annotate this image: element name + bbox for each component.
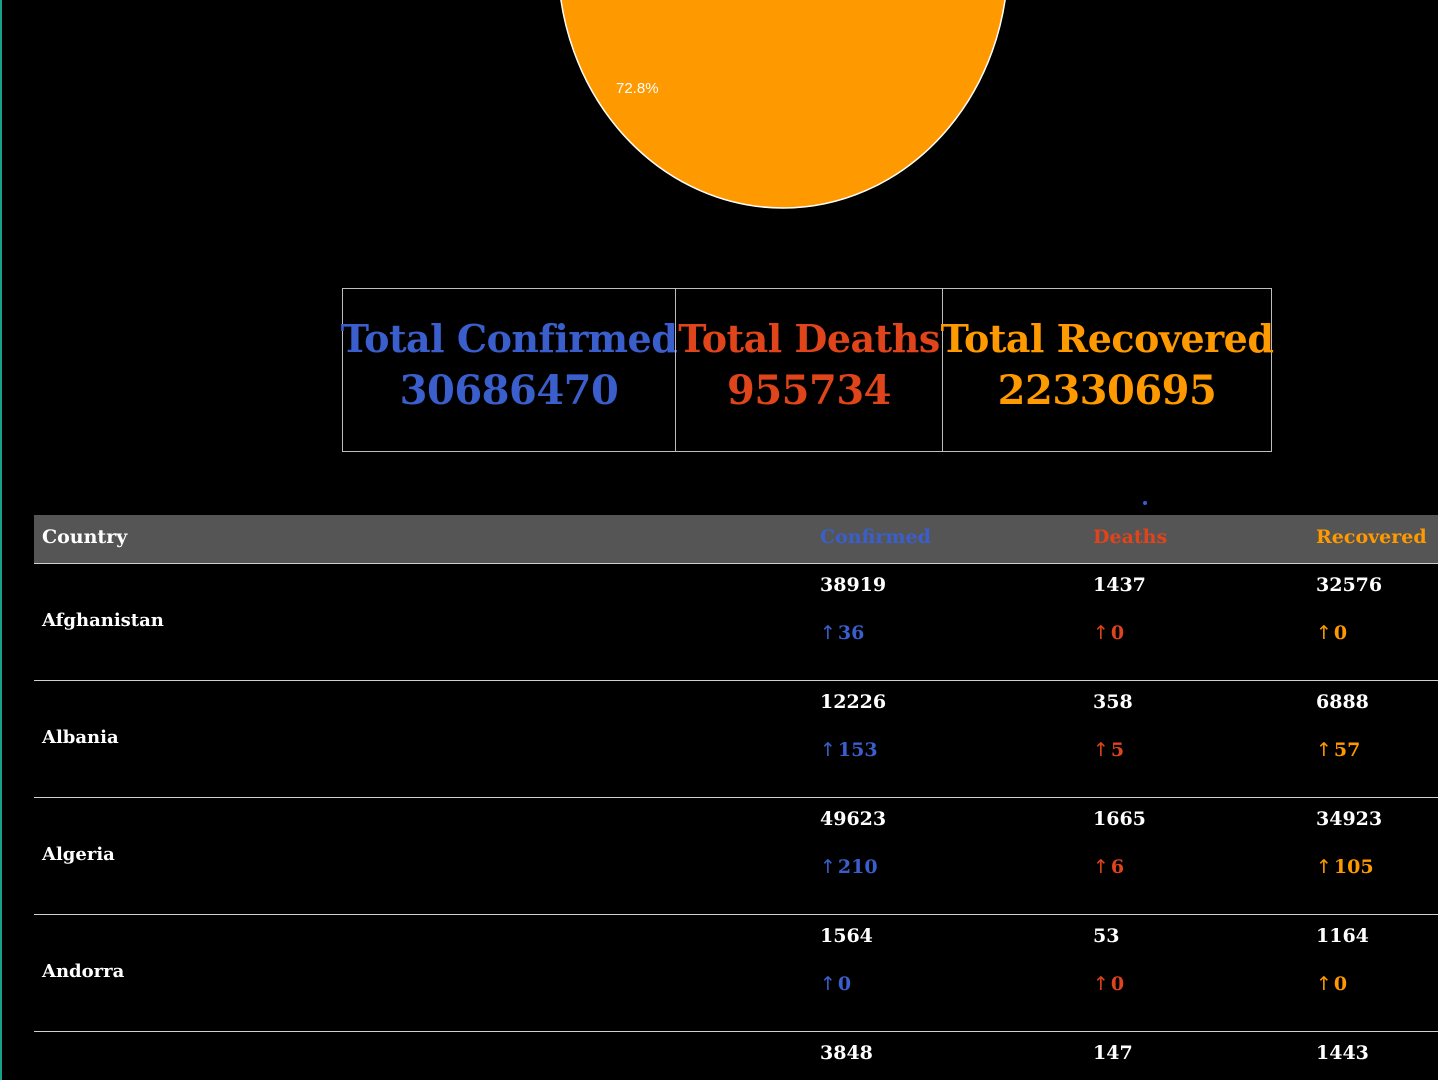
deaths-count: 358: [1093, 691, 1133, 713]
deaths-cell: 53 ↑ 0: [1093, 925, 1124, 1001]
recovered-delta: ↑ 0: [1316, 622, 1382, 650]
deaths-count: 1437: [1093, 574, 1146, 596]
confirmed-cell: 3848: [820, 1042, 873, 1070]
recovered-delta: ↑ 0: [1316, 973, 1369, 1001]
header-confirmed[interactable]: Confirmed: [820, 526, 931, 548]
pie-slice-label: 72.8%: [616, 80, 659, 97]
recovered-delta-value: 57: [1333, 739, 1361, 761]
confirmed-cell: 38919 ↑ 36: [820, 574, 886, 650]
confirmed-count: 1564: [820, 925, 873, 947]
country-name: Andorra: [42, 961, 125, 982]
confirmed-delta-value: 153: [837, 739, 878, 761]
deaths-cell: 147: [1093, 1042, 1133, 1070]
country-table: Country Confirmed Deaths Recovered Afgha…: [34, 515, 1438, 1080]
confirmed-delta: ↑ 153: [820, 739, 886, 767]
recovered-delta-value: 0: [1333, 622, 1348, 644]
confirmed-delta: ↑ 36: [820, 622, 886, 650]
total-confirmed-label: Total Confirmed: [340, 316, 678, 361]
recovered-count: 1164: [1316, 925, 1369, 947]
recovered-count: 32576: [1316, 574, 1383, 596]
recovered-count: 34923: [1316, 808, 1383, 830]
total-recovered-label: Total Recovered: [940, 316, 1274, 361]
deaths-cell: 1665 ↑ 6: [1093, 808, 1146, 884]
confirmed-count: 3848: [820, 1042, 873, 1064]
confirmed-delta-value: 36: [837, 622, 865, 644]
pie-chart: 72.8%: [558, 0, 1008, 209]
arrow-up-icon: ↑: [1316, 973, 1332, 995]
deaths-delta-value: 5: [1110, 739, 1125, 761]
arrow-up-icon: ↑: [820, 622, 836, 644]
total-deaths-label: Total Deaths: [678, 316, 940, 361]
table-row[interactable]: Afghanistan 38919 ↑ 36 1437 ↑ 0 32576 ↑ 0: [34, 564, 1438, 681]
recovered-delta-value: 105: [1333, 856, 1374, 878]
table-body: Afghanistan 38919 ↑ 36 1437 ↑ 0 32576 ↑ 0 Albania 1…: [34, 564, 1438, 1080]
deaths-delta-value: 0: [1110, 973, 1125, 995]
arrow-up-icon: ↑: [1316, 856, 1332, 878]
header-recovered[interactable]: Recovered: [1316, 526, 1427, 548]
table-row[interactable]: Algeria 49623 ↑ 210 1665 ↑ 6 34923 ↑ 105: [34, 798, 1438, 915]
arrow-up-icon: ↑: [820, 973, 836, 995]
decorative-dot: [1143, 501, 1147, 505]
deaths-delta: ↑ 6: [1093, 856, 1146, 884]
totals-panel: Total Confirmed 30686470 Total Deaths 95…: [340, 288, 1274, 452]
total-deaths-card: Total Deaths 955734: [675, 289, 942, 451]
arrow-up-icon: ↑: [820, 856, 836, 878]
recovered-delta-value: 0: [1333, 973, 1348, 995]
confirmed-delta: ↑ 0: [820, 973, 873, 1001]
left-accent-rule: [0, 0, 2, 1080]
arrow-up-icon: ↑: [1093, 973, 1109, 995]
arrow-up-icon: ↑: [1316, 739, 1332, 761]
recovered-delta: ↑ 105: [1316, 856, 1382, 884]
total-deaths-value: 955734: [727, 367, 892, 414]
confirmed-cell: 12226 ↑ 153: [820, 691, 886, 767]
arrow-up-icon: ↑: [1093, 739, 1109, 761]
total-recovered-card: Total Recovered 22330695: [940, 289, 1274, 451]
total-recovered-value: 22330695: [997, 367, 1217, 414]
arrow-up-icon: ↑: [1316, 622, 1332, 644]
total-confirmed-value: 30686470: [399, 367, 619, 414]
table-row[interactable]: Andorra 1564 ↑ 0 53 ↑ 0 1164 ↑ 0: [34, 915, 1438, 1032]
recovered-delta: ↑ 57: [1316, 739, 1369, 767]
recovered-cell: 34923 ↑ 105: [1316, 808, 1382, 884]
deaths-count: 147: [1093, 1042, 1133, 1064]
pie-slice-recovered[interactable]: [558, 0, 1008, 209]
deaths-count: 53: [1093, 925, 1120, 947]
country-name: Algeria: [42, 844, 115, 865]
arrow-up-icon: ↑: [1093, 622, 1109, 644]
confirmed-delta-value: 0: [837, 973, 852, 995]
deaths-delta-value: 6: [1110, 856, 1125, 878]
deaths-delta: ↑ 5: [1093, 739, 1133, 767]
total-confirmed-card: Total Confirmed 30686470: [340, 289, 678, 451]
recovered-count: 6888: [1316, 691, 1369, 713]
confirmed-cell: 1564 ↑ 0: [820, 925, 873, 1001]
recovered-cell: 1164 ↑ 0: [1316, 925, 1369, 1001]
deaths-delta: ↑ 0: [1093, 973, 1124, 1001]
table-row[interactable]: Albania 12226 ↑ 153 358 ↑ 5 6888 ↑ 57: [34, 681, 1438, 798]
header-deaths[interactable]: Deaths: [1093, 526, 1168, 548]
country-name: Albania: [42, 727, 119, 748]
arrow-up-icon: ↑: [1093, 856, 1109, 878]
confirmed-delta: ↑ 210: [820, 856, 886, 884]
arrow-up-icon: ↑: [820, 739, 836, 761]
confirmed-count: 38919: [820, 574, 887, 596]
deaths-count: 1665: [1093, 808, 1146, 830]
country-name: Afghanistan: [42, 610, 164, 631]
header-country[interactable]: Country: [42, 526, 128, 548]
confirmed-cell: 49623 ↑ 210: [820, 808, 886, 884]
recovered-cell: 1443: [1316, 1042, 1369, 1070]
table-header: Country Confirmed Deaths Recovered: [34, 515, 1438, 564]
confirmed-delta-value: 210: [837, 856, 878, 878]
deaths-delta: ↑ 0: [1093, 622, 1146, 650]
recovered-cell: 32576 ↑ 0: [1316, 574, 1382, 650]
table-row[interactable]: 3848 147 1443: [34, 1032, 1438, 1080]
deaths-cell: 1437 ↑ 0: [1093, 574, 1146, 650]
deaths-cell: 358 ↑ 5: [1093, 691, 1133, 767]
confirmed-count: 49623: [820, 808, 887, 830]
recovered-cell: 6888 ↑ 57: [1316, 691, 1369, 767]
confirmed-count: 12226: [820, 691, 887, 713]
deaths-delta-value: 0: [1110, 622, 1125, 644]
recovered-count: 1443: [1316, 1042, 1369, 1064]
